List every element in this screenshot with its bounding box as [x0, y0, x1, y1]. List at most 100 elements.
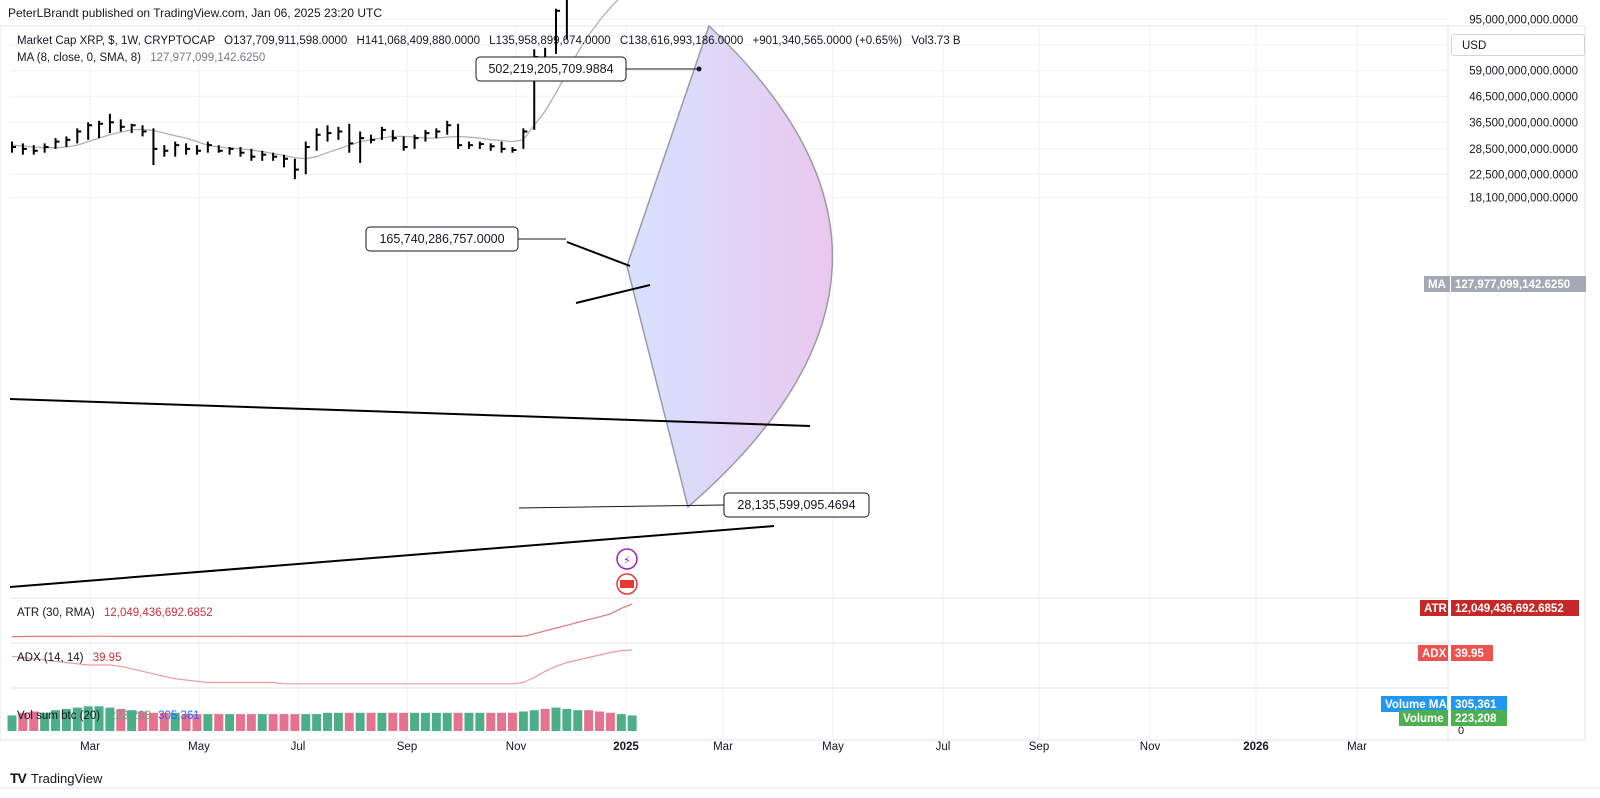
volume-bar [475, 712, 485, 731]
ma-legend-value: 127,977,099,142.6250 [150, 52, 266, 64]
ohlc-bar [555, 8, 560, 54]
projection-fan-shape[interactable] [626, 24, 834, 509]
volume-bar [453, 712, 463, 731]
atr-legend[interactable]: ATR (30, RMA) 12,049,436,692.6852 [17, 607, 213, 619]
volume-ma-value-tag-label: 305,361 [1455, 699, 1497, 711]
main-legend: Market Cap XRP, $, 1W, CRYPTOCAP O137,70… [17, 35, 961, 47]
upper-trendline[interactable] [9, 398, 811, 427]
ohlc-bar [457, 123, 463, 149]
volume-bar [333, 712, 343, 731]
ohlc-bar [87, 122, 93, 140]
callout-high-target-box[interactable] [475, 56, 627, 82]
volume-bar [562, 708, 572, 731]
ohlc-bar [424, 129, 430, 142]
ma-value-tag-bg [1451, 276, 1586, 292]
ma-line [11, 0, 619, 160]
ma-legend-label: MA (8, close, 0, SMA, 8) [17, 52, 141, 64]
volume-bar [497, 712, 507, 731]
open-value: O137,709,911,598.0000 [224, 35, 348, 47]
ohlc-bar [391, 129, 397, 142]
volume-bar [290, 714, 300, 731]
volume-bar [116, 708, 126, 731]
panes [0, 25, 1600, 789]
y-tick-label: 36,500,000,000.0000 [1469, 117, 1578, 129]
ohlc-bar [304, 141, 310, 175]
symbol-title[interactable]: Market Cap XRP, $, 1W, CRYPTOCAP [17, 35, 215, 47]
callout-high-target-point [696, 66, 702, 72]
volume-bar [72, 707, 82, 731]
tradingview-logo-icon: TV [10, 770, 27, 786]
volume-bar [192, 714, 202, 731]
ohlc-bar [511, 147, 517, 153]
x-tick-label: Jul [936, 741, 951, 753]
volume-bar [529, 710, 539, 731]
volume-bar [246, 714, 256, 731]
ohlc-bar [293, 158, 299, 180]
volume-bar [355, 712, 365, 731]
volume-value-tag-label: 223,208 [1455, 713, 1497, 725]
lower-trendline[interactable] [9, 525, 775, 588]
vol-legend[interactable]: Vol sum btc (20) 223,208 305,361 [17, 710, 200, 722]
lightning-glyph: ⚡ [623, 555, 631, 567]
volume-bar [105, 707, 115, 731]
ohlc-bar [141, 125, 147, 137]
callout-low-box[interactable] [723, 492, 870, 518]
ohlc-bar [522, 128, 528, 149]
x-tick-label: Sep [1029, 741, 1049, 753]
close-value: C138,616,993,186.0000 [619, 35, 744, 47]
ohlc-bar [98, 120, 104, 139]
volume-bar [235, 714, 245, 731]
low-value: L135,958,899,674.0000 [489, 35, 611, 47]
adx-value-tag-label: 39.95 [1455, 648, 1484, 660]
x-tick-label: Nov [506, 741, 527, 753]
ma-legend[interactable]: MA (8, close, 0, SMA, 8) 127,977,099,142… [17, 52, 265, 64]
volume-bar [127, 710, 137, 731]
atr-name-tag-label: ATR [1424, 603, 1447, 615]
volume-bar [366, 712, 376, 731]
ohlc-bar [359, 131, 365, 163]
footer-brand[interactable]: TV TradingView [10, 770, 102, 786]
vol-legend-label: Vol sum btc (20) [17, 710, 101, 722]
atr-name-tag-bg [1420, 600, 1448, 616]
time-axis: Mar May Jul Sep Nov 2025 Mar May Jul Sep Nov 2026 Ma… [80, 741, 1367, 753]
x-tick-label: Mar [713, 741, 733, 753]
ohlc-bar [54, 138, 60, 149]
volume-bar [551, 707, 561, 731]
ma-name-tag-bg [1424, 276, 1450, 292]
plot-frame [0, 25, 1586, 741]
ohlc-bar [326, 125, 332, 142]
volume-bar [225, 714, 235, 731]
volume-bar [540, 708, 550, 731]
x-tick-label: Jul [291, 741, 306, 753]
volume-bar [203, 714, 213, 731]
price-axis: 520,000,000,000.0000400,000,000,000.0000… [1469, 15, 1578, 205]
x-tick-label: May [822, 741, 844, 753]
volume-bar [442, 712, 452, 731]
currency-selector[interactable]: USD [1451, 34, 1585, 56]
volume-ma-name-tag-bg [1381, 696, 1447, 712]
volume-bar [388, 712, 398, 731]
volume-axis-zero: 0 [1458, 725, 1464, 737]
ohlc-bar [315, 128, 321, 151]
callout-pennant-high-box[interactable] [365, 226, 519, 252]
ohlc-bar [108, 113, 114, 134]
ohlc-bar [565, 0, 568, 40]
volume-value: Vol3.73 B [911, 35, 961, 47]
volume-bar [268, 714, 278, 731]
volume-bar [83, 706, 93, 731]
pennant-upper[interactable] [566, 241, 631, 267]
atr-series-line [11, 603, 633, 638]
volume-bar [595, 711, 605, 731]
ohlc-bar [446, 120, 452, 135]
ohlc-bar [130, 123, 136, 134]
pennant-lower[interactable] [575, 284, 651, 304]
ma-name-tag-label: MA [1428, 279, 1446, 291]
indicators [7, 603, 637, 731]
ohlc-bar [250, 148, 256, 161]
y-tick-label: 18,100,000,000.0000 [1469, 193, 1578, 205]
volume-bar [627, 715, 637, 731]
lightning-event-icon[interactable] [616, 548, 638, 570]
adx-legend[interactable]: ADX (14, 14) 39.95 [17, 652, 121, 664]
volume-bar [214, 714, 224, 731]
